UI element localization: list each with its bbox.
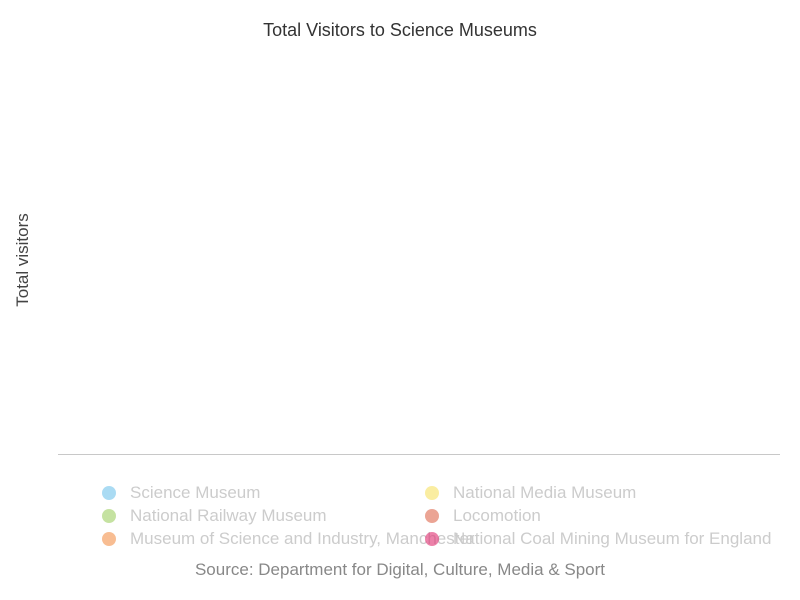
legend-label: Museum of Science and Industry, Manchest… [130, 529, 475, 548]
legend-label: National Media Museum [453, 483, 637, 502]
legend-marker-icon [425, 532, 439, 546]
y-axis-label: Total visitors [13, 213, 32, 307]
legend-item-museum-of-science-and-industry[interactable]: Museum of Science and Industry, Manchest… [102, 529, 475, 549]
legend-label: Locomotion [453, 506, 541, 525]
legend-label: National Coal Mining Museum for England [453, 529, 772, 548]
legend-marker-icon [102, 509, 116, 523]
legend-label: Science Museum [130, 483, 261, 502]
x-axis-line [58, 454, 780, 455]
legend-marker-icon [102, 532, 116, 546]
legend-item-national-media-museum[interactable]: National Media Museum [425, 483, 636, 503]
legend-label: National Railway Museum [130, 506, 327, 525]
legend-marker-icon [102, 486, 116, 500]
legend-item-national-railway-museum[interactable]: National Railway Museum [102, 506, 327, 526]
legend-item-national-coal-mining-museum[interactable]: National Coal Mining Museum for England [425, 529, 771, 549]
legend-item-science-museum[interactable]: Science Museum [102, 483, 260, 503]
legend-marker-icon [425, 509, 439, 523]
source-note: Source: Department for Digital, Culture,… [194, 560, 606, 579]
legend-marker-icon [425, 486, 439, 500]
chart-title: Total Visitors to Science Museums [263, 20, 537, 40]
legend-item-locomotion[interactable]: Locomotion [425, 506, 541, 526]
